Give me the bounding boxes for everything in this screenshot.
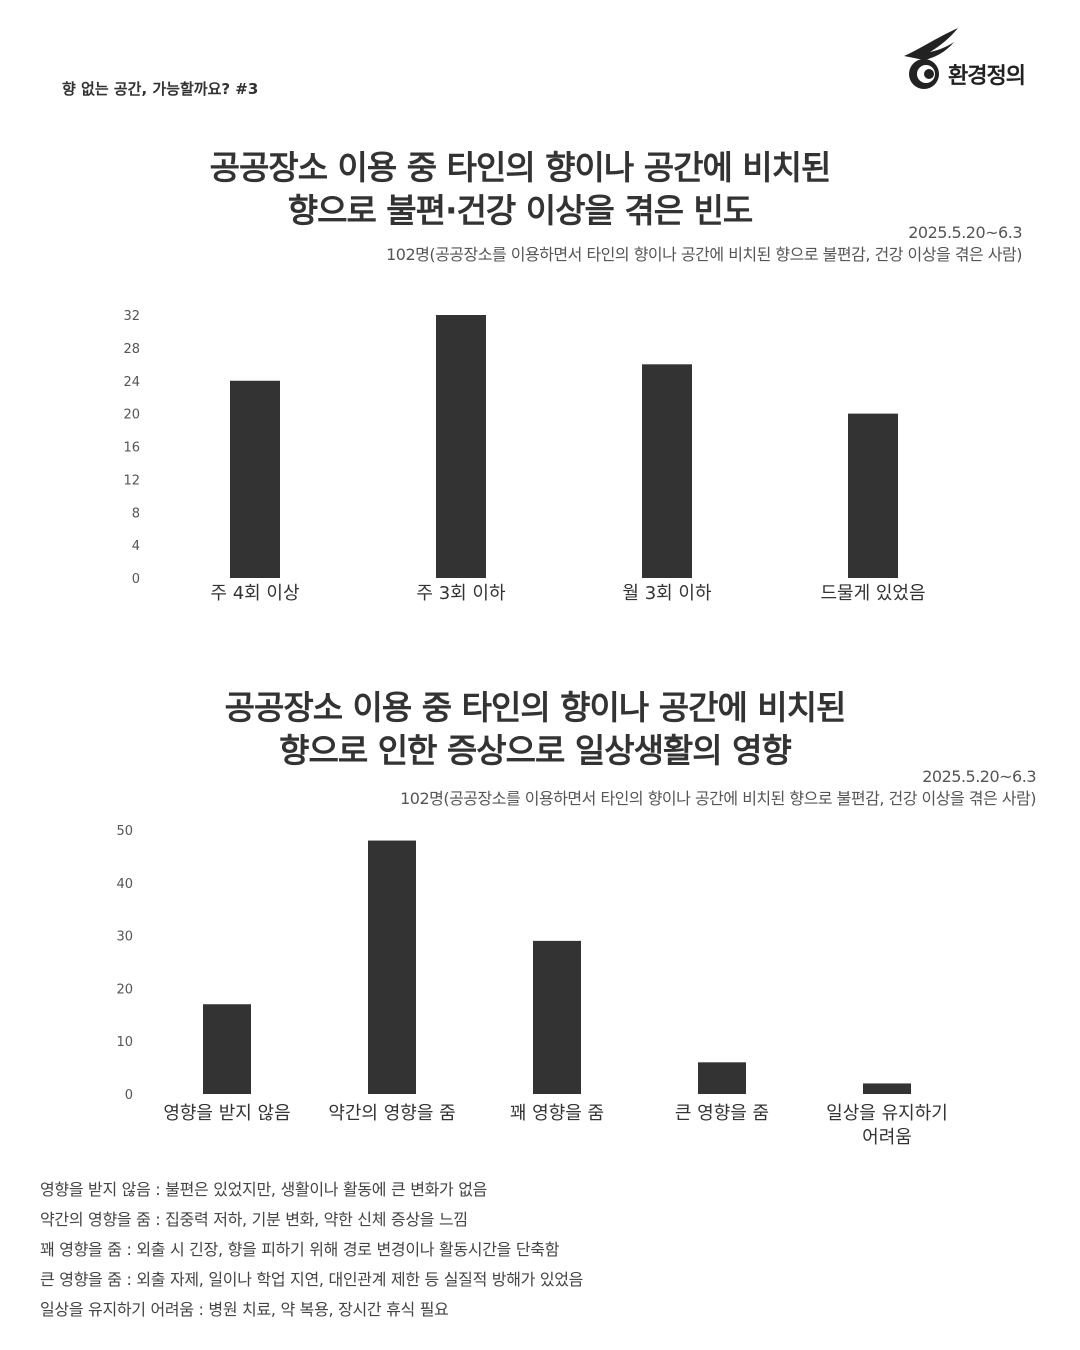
chart2-title: 공공장소 이용 중 타인의 향이나 공간에 비치된 향으로 인한 증상으로 일상… [155, 686, 915, 772]
legend-notes: 영향을 받지 않음 : 불편은 있었지만, 생활이나 활동에 큰 변화가 없음 … [40, 1175, 583, 1325]
y-tick-label: 8 [132, 506, 140, 521]
bar [698, 1062, 746, 1094]
x-tick-label: 월 3회 이하 [622, 583, 712, 604]
logo: 환경정의 [900, 28, 1060, 94]
x-tick-label: 영향을 받지 않음 [163, 1103, 290, 1124]
x-tick-label: 드물게 있었음 [820, 583, 925, 604]
y-tick-label: 20 [123, 408, 140, 423]
bar [863, 1083, 911, 1094]
y-tick-label: 30 [116, 930, 133, 945]
logo-bird-icon [904, 28, 958, 89]
y-tick-label: 0 [132, 572, 140, 587]
note-line: 꽤 영향을 줌 : 외출 시 긴장, 향을 피하기 위해 경로 변경이나 활동시… [40, 1240, 560, 1259]
bar [436, 315, 486, 578]
y-tick-label: 40 [116, 877, 133, 892]
x-tick-label: 주 4회 이상 [210, 583, 299, 604]
chart1-date-range: 2025.5.20~6.3 [908, 223, 1022, 242]
y-tick-label: 50 [116, 824, 133, 839]
chart1-plot: 0 4 8 12 16 20 24 28 32 주 4회 이상 주 3회 이하 월 3회 이하 드물게 … [123, 309, 925, 604]
chart1-title-line1: 공공장소 이용 중 타인의 향이나 공간에 비치된 [209, 148, 832, 187]
bar [230, 380, 280, 578]
logo-text: 환경정의 [948, 64, 1026, 89]
chart2-title-line1: 공공장소 이용 중 타인의 향이나 공간에 비치된 [224, 688, 847, 727]
note-line: 일상을 유지하기 어려움 : 병원 치료, 약 복용, 장시간 휴식 필요 [40, 1300, 449, 1319]
x-tick-label: 주 3회 이하 [416, 583, 506, 604]
chart1-title-line2: 향으로 불편·건강 이상을 겪은 빈도 [287, 191, 754, 230]
chart1-meta: 2025.5.20~6.3 102명(공공장소를 이용하면서 타인의 향이나 공… [122, 222, 1022, 266]
chart2-date-range: 2025.5.20~6.3 [922, 767, 1036, 786]
y-tick-label: 20 [116, 982, 133, 997]
x-tick-label: 큰 영향을 줌 [675, 1103, 769, 1124]
chart1-sample-note: 102명(공공장소를 이용하면서 타인의 향이나 공간에 비치된 향으로 불편감… [386, 245, 1022, 264]
bar [642, 364, 692, 578]
chart2-plot: 0 10 20 30 40 50 영향을 받지 않음 약간의 영향을 줌 꽤 영향을 줌 큰 영향… [116, 824, 948, 1148]
y-tick-label: 0 [125, 1088, 133, 1103]
note-line: 약간의 영향을 줌 : 집중력 저하, 기분 변화, 약한 신체 증상을 느낌 [40, 1210, 468, 1229]
y-tick-label: 12 [123, 473, 140, 488]
bar [368, 840, 416, 1094]
chart2-title-line2: 향으로 인한 증상으로 일상생활의 영향 [279, 731, 792, 770]
series-label: 향 없는 공간, 가능할까요? #3 [62, 80, 259, 98]
y-tick-label: 24 [123, 375, 140, 390]
chart2-sample-note: 102명(공공장소를 이용하면서 타인의 향이나 공간에 비치된 향으로 불편감… [400, 789, 1036, 808]
x-tick-label: 꽤 영향을 줌 [510, 1103, 604, 1124]
y-tick-label: 4 [132, 539, 140, 554]
y-tick-label: 16 [123, 441, 140, 456]
x-tick-label: 약간의 영향을 줌 [328, 1103, 455, 1124]
note-line: 영향을 받지 않음 : 불편은 있었지만, 생활이나 활동에 큰 변화가 없음 [40, 1180, 488, 1199]
chart1-title: 공공장소 이용 중 타인의 향이나 공간에 비치된 향으로 불편·건강 이상을 … [140, 146, 900, 232]
chart2-meta: 2025.5.20~6.3 102명(공공장소를 이용하면서 타인의 향이나 공… [136, 766, 1036, 810]
note-line: 큰 영향을 줌 : 외출 자제, 일이나 학업 지연, 대인관계 제한 등 실질… [40, 1270, 584, 1289]
bar [203, 1004, 251, 1094]
bar [533, 940, 581, 1094]
x-tick-label: 어려움 [862, 1127, 912, 1148]
y-tick-label: 32 [123, 309, 140, 324]
x-tick-label: 일상을 유지하기 [826, 1103, 948, 1124]
bar [848, 413, 898, 578]
y-tick-label: 28 [123, 342, 140, 357]
y-tick-label: 10 [116, 1035, 133, 1050]
